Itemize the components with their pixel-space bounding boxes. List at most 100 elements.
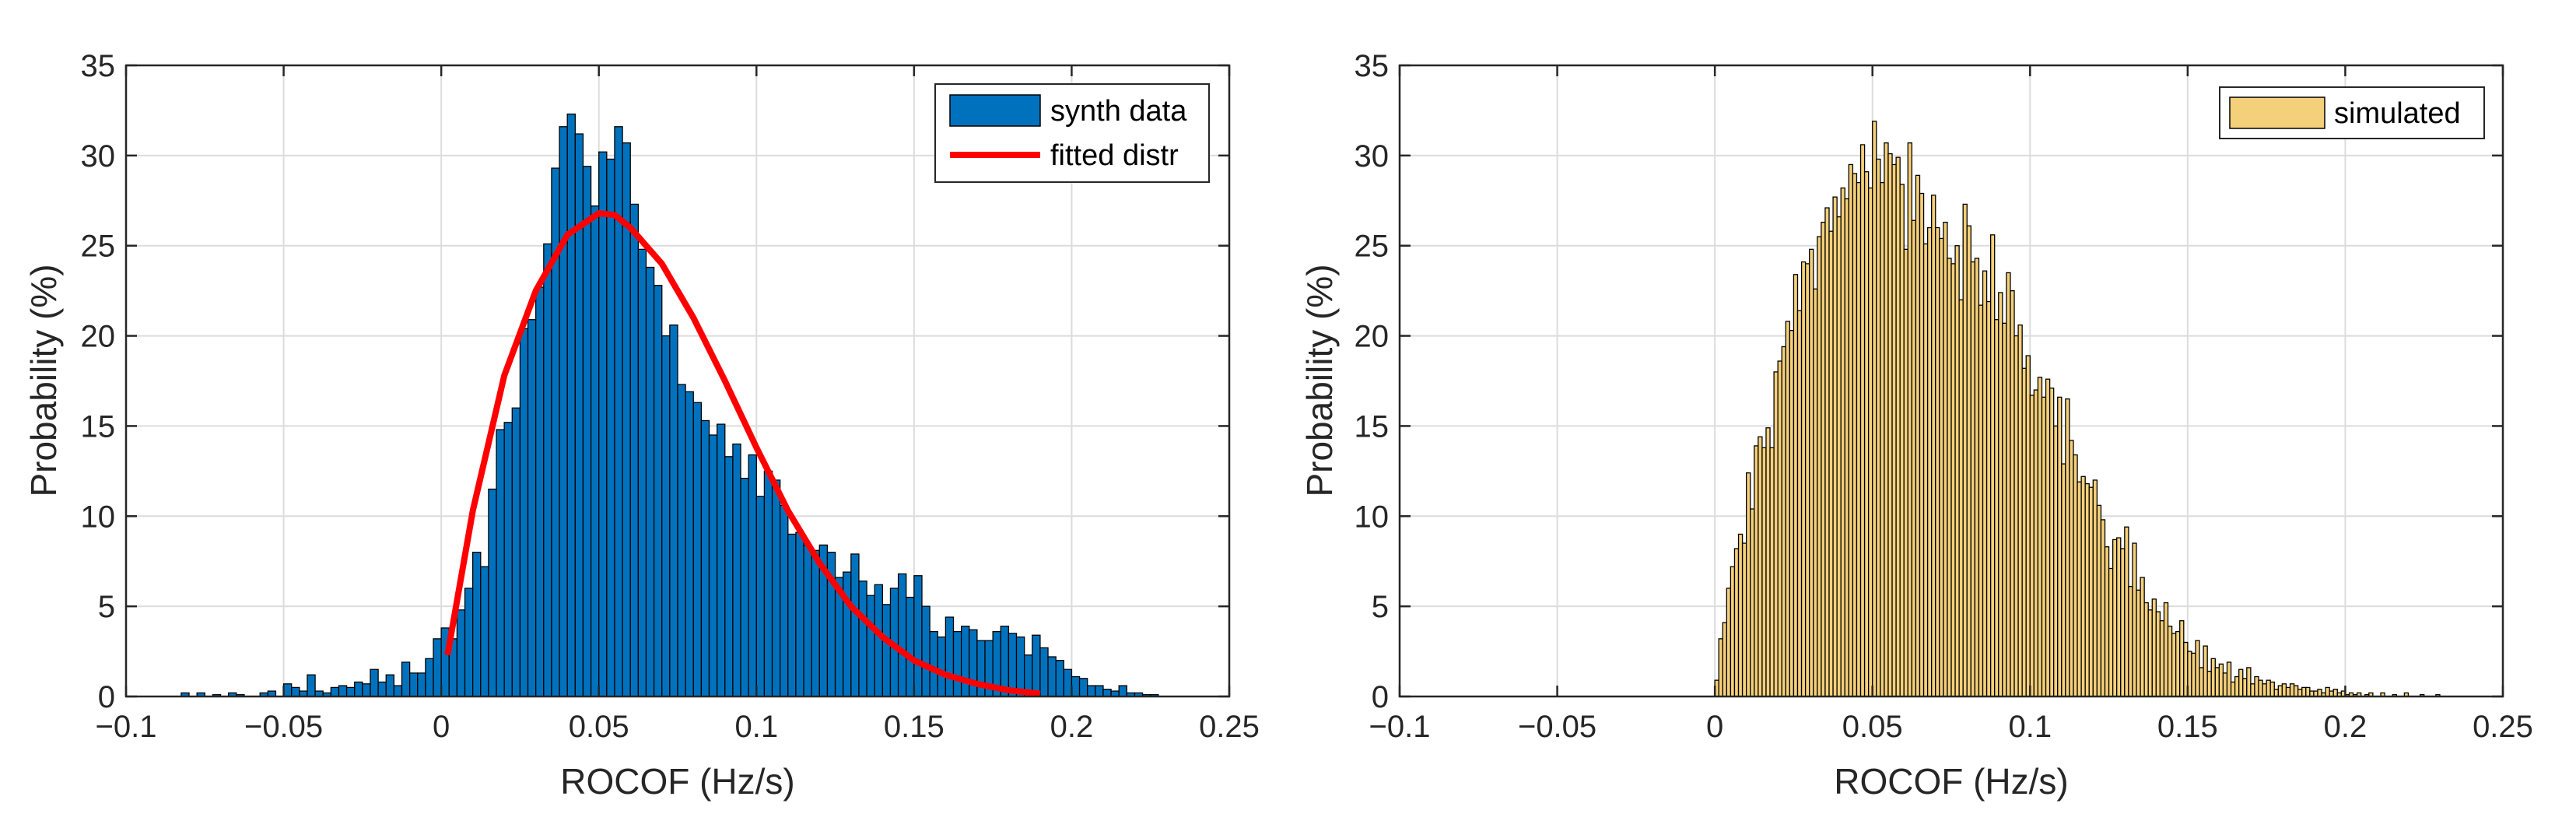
histogram-bar [2218, 663, 2224, 697]
x-axis-label: ROCOF (Hz/s) [1834, 761, 2069, 802]
histogram-bar [780, 504, 789, 697]
histogram-bar [1055, 660, 1064, 697]
histogram-bar [1750, 508, 1755, 697]
histogram-bar [345, 686, 356, 697]
histogram-bar [2281, 683, 2287, 697]
histogram-bar [1848, 163, 1854, 697]
histogram-bar [811, 549, 820, 697]
histogram-bar [2010, 289, 2015, 697]
x-tick-label: 0.05 [569, 710, 629, 744]
histogram-bar [1859, 144, 1866, 697]
histogram-bar [2222, 672, 2228, 697]
histogram-bar [1813, 288, 1818, 697]
histogram-bar [2226, 661, 2232, 697]
x-tick-label: 0.2 [2324, 710, 2367, 744]
fitted-distribution-line [444, 210, 1041, 697]
histogram-bar [2140, 577, 2145, 697]
x-tick-label: 0.1 [734, 710, 778, 744]
histogram-bar [1840, 187, 1845, 697]
histogram-bars [180, 113, 1159, 697]
histogram-bar [763, 470, 773, 697]
histogram-bar [1785, 321, 1791, 697]
histogram-bar [1907, 142, 1913, 697]
histogram-bar [2128, 586, 2133, 697]
histogram-bar [2143, 602, 2149, 697]
histogram-bar [1821, 221, 1826, 697]
histogram-bar [2246, 667, 2252, 697]
histogram-bar [960, 625, 970, 697]
histogram-bar [2210, 658, 2216, 697]
histogram-bar [535, 286, 545, 697]
histogram-bar [2006, 272, 2011, 697]
histogram-bar [1931, 195, 1936, 697]
histogram-bar [732, 443, 741, 697]
histogram-bar [1974, 258, 1980, 697]
histogram-bar [2293, 685, 2299, 697]
y-tick-label: 35 [1355, 49, 1390, 83]
histogram-bar [1899, 184, 1905, 697]
legend-swatch-simulated [2229, 96, 2325, 129]
histogram-bar [574, 133, 584, 697]
legend-swatch-synth-data [949, 94, 1041, 127]
histogram-bar [850, 553, 860, 697]
histogram-bar [1758, 436, 1763, 697]
histogram-bar [645, 266, 655, 697]
histogram-bar [2053, 425, 2059, 697]
histogram-bar [1078, 678, 1088, 697]
x-axis-ticks: −0.1 −0.05 0 0.05 0.1 0.15 0.2 0.25 [96, 65, 1260, 744]
histogram-bar [2273, 689, 2279, 697]
x-tick-label: 0.25 [2473, 710, 2533, 744]
histogram-bar [1063, 668, 1073, 697]
y-tick-label: 20 [1355, 320, 1390, 354]
x-tick-label: 0.2 [1050, 710, 1094, 744]
x-tick-label: −0.1 [1369, 710, 1431, 744]
histogram-bar [2199, 667, 2204, 697]
histogram-bar [503, 422, 513, 697]
histogram-bar [692, 402, 703, 697]
histogram-bar [2100, 519, 2106, 697]
histogram-bar [755, 496, 766, 697]
histogram-bar [795, 532, 804, 697]
histogram-bar [1071, 675, 1081, 697]
histogram-bar [700, 419, 710, 697]
histogram-bar [606, 158, 615, 697]
histogram-bar [881, 604, 892, 697]
histogram-bar [716, 423, 726, 697]
histogram-bar [1887, 153, 1893, 697]
histogram-bar [2061, 463, 2066, 697]
histogram-bar [385, 674, 395, 697]
histogram-bar [1722, 622, 1727, 697]
histogram-bar [2163, 602, 2169, 697]
histogram-bar [2104, 546, 2110, 697]
histogram-bar [2305, 686, 2311, 697]
histogram-bar [2266, 679, 2271, 697]
y-tick-label: 5 [98, 590, 115, 624]
histogram-bar [2285, 686, 2291, 697]
histogram-bar [1032, 634, 1041, 697]
histogram-bar [1102, 689, 1112, 697]
histogram-bar [1872, 121, 1877, 697]
histogram-bar [1989, 234, 1996, 697]
histogram-bar [1926, 226, 1933, 697]
histogram-bar [393, 685, 403, 697]
histogram-bar [2092, 479, 2098, 697]
histogram-bar [1008, 633, 1018, 697]
histogram-bar [787, 533, 797, 697]
histogram-bar [2214, 667, 2220, 697]
histogram-bar [1746, 472, 1751, 697]
histogram-bar [582, 166, 592, 697]
histogram-bar [897, 573, 907, 697]
histogram-bar [1911, 219, 1917, 697]
x-tick-label: −0.05 [1518, 710, 1596, 744]
histogram-bar [1800, 261, 1807, 697]
histogram-bar [1939, 237, 1944, 697]
x-tick-label: −0.05 [244, 710, 323, 744]
histogram-bar [2325, 686, 2330, 697]
x-axis-label: ROCOF (Hz/s) [560, 761, 795, 802]
histogram-bar [906, 596, 915, 697]
histogram-bar [1998, 292, 2003, 697]
histogram-bar [1950, 263, 1956, 697]
histogram-bar [488, 488, 497, 697]
histogram-bar [2238, 668, 2244, 697]
histogram-bar [519, 328, 529, 697]
